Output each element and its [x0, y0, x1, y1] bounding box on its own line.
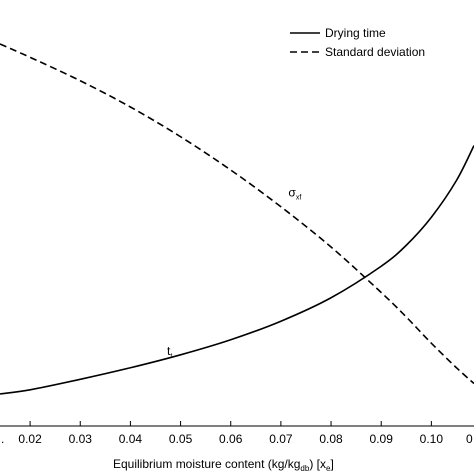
x-axis-title: Equilibrium moisture content (kg/kgdb) […	[113, 457, 334, 473]
x-tick-label-4: 0.06	[219, 432, 243, 446]
legend: Drying time Standard deviation	[290, 26, 425, 59]
series-line-standard-deviation	[0, 43, 474, 385]
x-tick-label-clipped-right: 0	[466, 432, 473, 446]
x-tick-label-0: 0.02	[18, 432, 42, 446]
x-tick-label-8: 0.10	[420, 432, 444, 446]
annotations: σxf tt	[167, 185, 301, 360]
plot-area	[0, 43, 474, 395]
x-tick-label-5: 0.07	[269, 432, 293, 446]
x-tick-label-7: 0.09	[370, 432, 394, 446]
x-tick-label-clipped-left: .	[1, 432, 4, 446]
series-line-drying-time	[0, 145, 474, 395]
annotation-1: tt	[167, 344, 172, 360]
x-tick-label-1: 0.03	[69, 432, 93, 446]
x-tick-label-3: 0.05	[169, 432, 193, 446]
x-axis-ticks: 0.02 0.03 0.04 0.05 0.06 0.07 0.08 0.09 0.10	[18, 421, 443, 446]
legend-label-drying-time: Drying time	[325, 26, 386, 40]
annotation-0: σxf	[288, 185, 301, 201]
x-tick-label-2: 0.04	[119, 432, 143, 446]
legend-label-standard-deviation: Standard deviation	[325, 45, 425, 59]
x-tick-label-6: 0.08	[319, 432, 343, 446]
